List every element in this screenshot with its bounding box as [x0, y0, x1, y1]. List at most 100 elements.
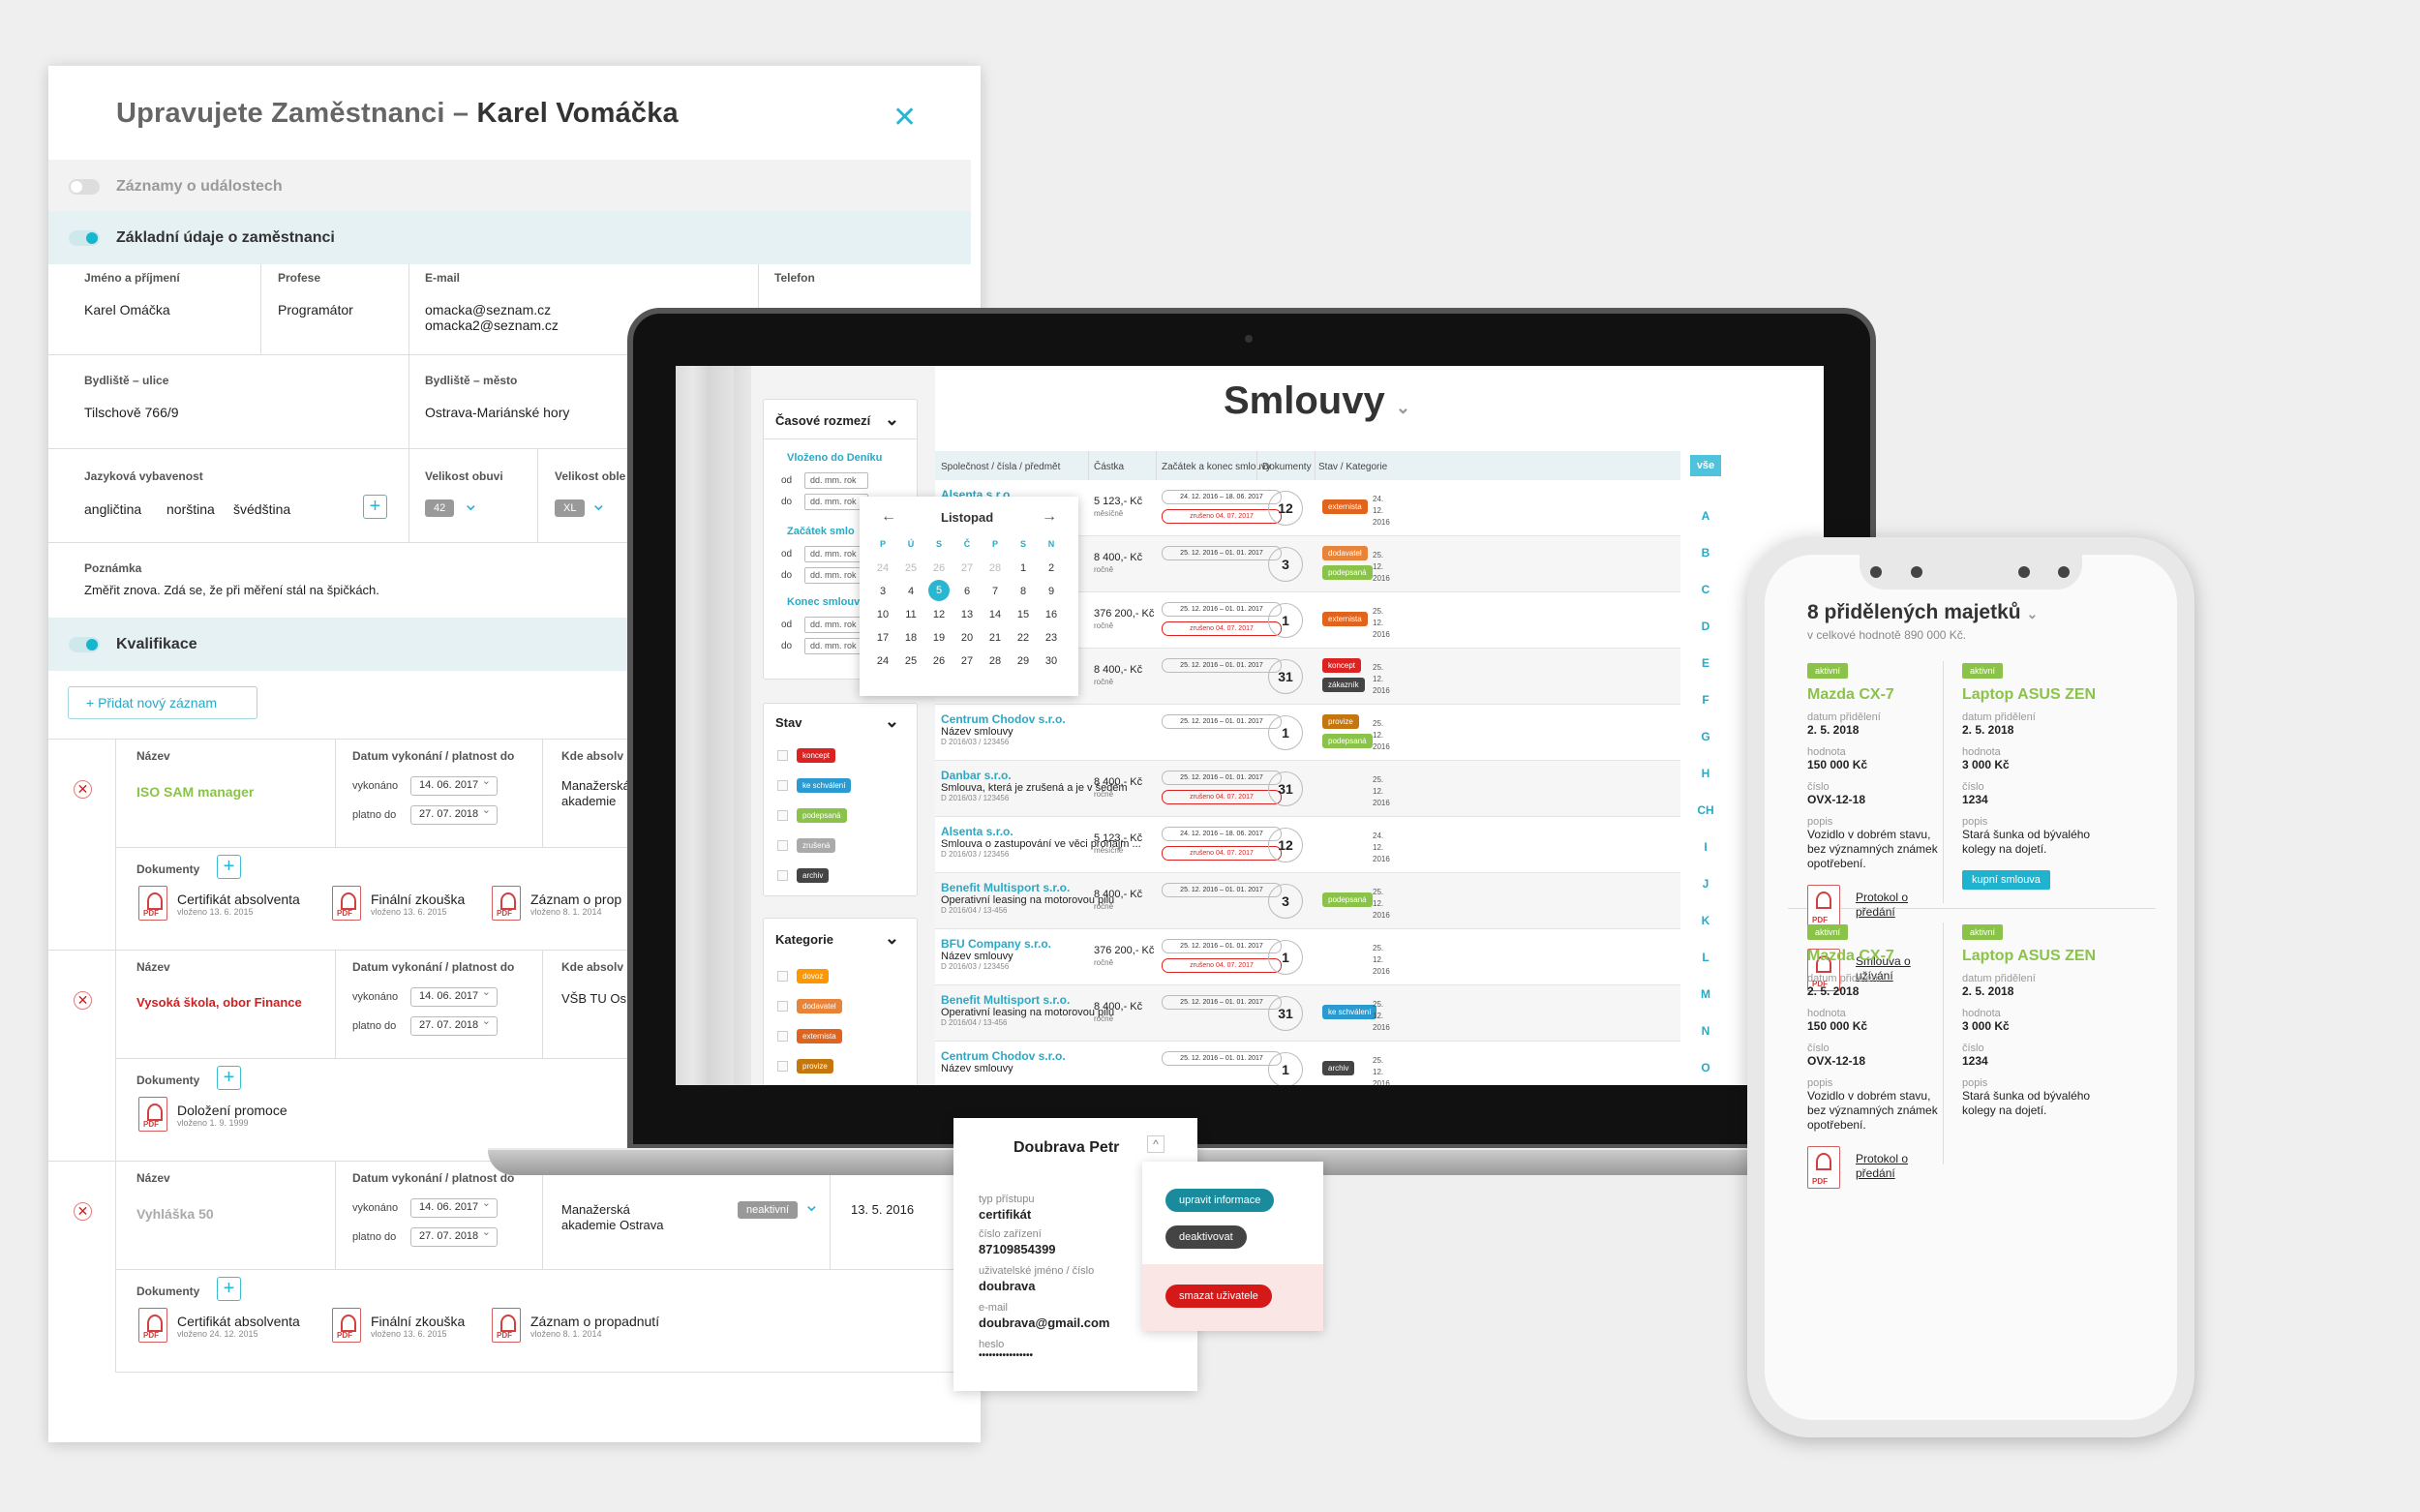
- alphabet-letter[interactable]: L: [1702, 951, 1709, 964]
- calendar-day[interactable]: 15: [1016, 609, 1030, 620]
- close-icon[interactable]: ✕: [892, 102, 918, 134]
- alphabet-letter[interactable]: I: [1704, 840, 1708, 854]
- toggle-qualification[interactable]: [69, 637, 100, 652]
- alphabet-letter[interactable]: E: [1701, 656, 1709, 670]
- add-document-button[interactable]: +: [217, 1066, 241, 1090]
- pdf-icon[interactable]: [1807, 1146, 1840, 1189]
- calendar-day[interactable]: 30: [1044, 655, 1058, 667]
- calendar-day[interactable]: 26: [932, 655, 946, 667]
- col-header[interactable]: Stav / Kategorie: [1318, 462, 1388, 472]
- asset-card[interactable]: aktivní Laptop ASUS ZEN datum přidělení …: [1962, 661, 2107, 890]
- asset-card[interactable]: aktivní Mazda CX-7 datum přidělení 2. 5.…: [1807, 922, 1952, 1210]
- date-to-input[interactable]: dd. mm. rok: [804, 494, 868, 510]
- calendar-day[interactable]: 27: [960, 655, 974, 667]
- shoe-size-select[interactable]: 42: [425, 499, 455, 517]
- calendar-day[interactable]: 2: [1047, 562, 1055, 574]
- documents-count[interactable]: 31: [1268, 659, 1303, 694]
- documents-count[interactable]: 3: [1268, 547, 1303, 582]
- delete-user-button[interactable]: smazat uživatele: [1165, 1285, 1272, 1308]
- pdf-icon[interactable]: [1807, 949, 1840, 991]
- calendar-day[interactable]: 12: [932, 609, 946, 620]
- add-language-button[interactable]: +: [363, 495, 387, 519]
- asset-document-link[interactable]: Protokol o předání: [1856, 1152, 1909, 1180]
- checkbox[interactable]: [777, 810, 788, 821]
- col-header[interactable]: Dokumenty: [1262, 462, 1312, 472]
- pdf-icon[interactable]: [492, 1308, 521, 1343]
- col-header[interactable]: Společnost / čísla / předmět: [941, 462, 1061, 472]
- company-name[interactable]: Danbar s.r.o.: [941, 769, 1012, 782]
- checkbox[interactable]: [777, 780, 788, 791]
- alphabet-letter[interactable]: K: [1701, 914, 1710, 927]
- calendar-day[interactable]: 1: [1019, 562, 1027, 574]
- calendar-day[interactable]: 4: [907, 586, 915, 597]
- category-filter-header[interactable]: Kategorie: [775, 928, 909, 949]
- company-name[interactable]: Benefit Multisport s.r.o.: [941, 993, 1071, 1007]
- checkbox[interactable]: [777, 870, 788, 881]
- selected-day[interactable]: 5: [928, 580, 950, 601]
- name-value[interactable]: Karel Omáčka: [84, 302, 170, 318]
- toggle-basic[interactable]: [69, 230, 100, 246]
- calendar-day[interactable]: 9: [1047, 586, 1055, 597]
- alphabet-letter[interactable]: vše: [1690, 455, 1721, 476]
- toggle-events[interactable]: [69, 179, 100, 195]
- documents-count[interactable]: 1: [1268, 715, 1303, 750]
- email-value-2[interactable]: omacka2@seznam.cz: [425, 318, 559, 333]
- contracts-title[interactable]: Smlouvy ⌄: [1224, 379, 1410, 422]
- calendar-day[interactable]: 26: [932, 562, 946, 574]
- alphabet-letter[interactable]: CH: [1697, 803, 1714, 817]
- valid-date-input[interactable]: 27. 07. 2018: [410, 1225, 498, 1247]
- alphabet-letter[interactable]: O: [1701, 1061, 1710, 1074]
- calendar-day[interactable]: 28: [988, 655, 1002, 667]
- calendar-day[interactable]: 24: [876, 562, 890, 574]
- calendar-day[interactable]: 13: [960, 609, 974, 620]
- chevron-down-icon[interactable]: ⌄: [590, 494, 607, 515]
- document-item[interactable]: Záznam o prop vloženo 8. 1. 2014: [530, 892, 622, 917]
- table-row[interactable]: [935, 985, 1680, 1042]
- date-from-input[interactable]: dd. mm. rok: [804, 472, 868, 489]
- table-row[interactable]: [935, 817, 1680, 873]
- deactivate-user-button[interactable]: deaktivovat: [1165, 1225, 1247, 1249]
- col-header[interactable]: Začátek a konec smlouvy: [1162, 462, 1271, 472]
- documents-count[interactable]: 12: [1268, 828, 1303, 862]
- calendar-day[interactable]: 19: [932, 632, 946, 644]
- alphabet-letter[interactable]: N: [1701, 1024, 1710, 1038]
- checkbox[interactable]: [777, 1031, 788, 1042]
- add-record-button[interactable]: + Přidat nový záznam: [68, 686, 257, 719]
- alphabet-letter[interactable]: M: [1701, 987, 1710, 1001]
- document-item[interactable]: Záznam o propadnutí vloženo 8. 1. 2014: [530, 1314, 660, 1339]
- documents-count[interactable]: 31: [1268, 996, 1303, 1031]
- alphabet-letter[interactable]: H: [1701, 767, 1710, 780]
- asset-name[interactable]: Mazda CX-7: [1807, 686, 1894, 703]
- record-name[interactable]: ISO SAM manager: [136, 784, 255, 800]
- chevron-down-icon[interactable]: ⌄: [463, 494, 479, 515]
- calendar-day[interactable]: 28: [988, 562, 1002, 574]
- record-name[interactable]: Vyhláška 50: [136, 1206, 214, 1222]
- col-header[interactable]: Částka: [1094, 462, 1125, 472]
- cloth-size-select[interactable]: XL: [555, 499, 586, 517]
- table-row[interactable]: [935, 929, 1680, 985]
- edit-user-button[interactable]: upravit informace: [1165, 1189, 1275, 1212]
- done-date-input[interactable]: 14. 06. 2017: [410, 985, 498, 1007]
- company-name[interactable]: BFU Company s.r.o.: [941, 937, 1052, 951]
- state-filter-header[interactable]: Stav: [775, 711, 909, 732]
- pdf-icon[interactable]: [492, 886, 521, 921]
- street-value[interactable]: Tilschově 766/9: [84, 405, 179, 420]
- calendar-day[interactable]: 18: [904, 632, 918, 644]
- documents-count[interactable]: 12: [1268, 491, 1303, 526]
- pdf-icon[interactable]: [332, 886, 361, 921]
- calendar-day[interactable]: 3: [879, 586, 887, 597]
- status-select[interactable]: neaktivní: [738, 1201, 799, 1219]
- date-from-input[interactable]: dd. mm. rok: [804, 546, 868, 562]
- calendar-day[interactable]: 25: [904, 655, 918, 667]
- pdf-icon[interactable]: [138, 886, 167, 921]
- documents-count[interactable]: 1: [1268, 940, 1303, 975]
- documents-count[interactable]: 3: [1268, 884, 1303, 919]
- calendar-day[interactable]: 8: [1019, 586, 1027, 597]
- remove-record-icon[interactable]: ✕: [74, 780, 92, 799]
- chevron-up-icon[interactable]: ^: [1147, 1135, 1165, 1153]
- company-name[interactable]: Centrum Chodov s.r.o.: [941, 1049, 1066, 1063]
- documents-count[interactable]: 1: [1268, 1052, 1303, 1085]
- done-date-input[interactable]: 14. 06. 2017: [410, 774, 498, 796]
- asset-name[interactable]: Laptop ASUS ZEN: [1962, 686, 2097, 703]
- asset-card[interactable]: aktivní Laptop ASUS ZEN datum přidělení …: [1962, 922, 2107, 1118]
